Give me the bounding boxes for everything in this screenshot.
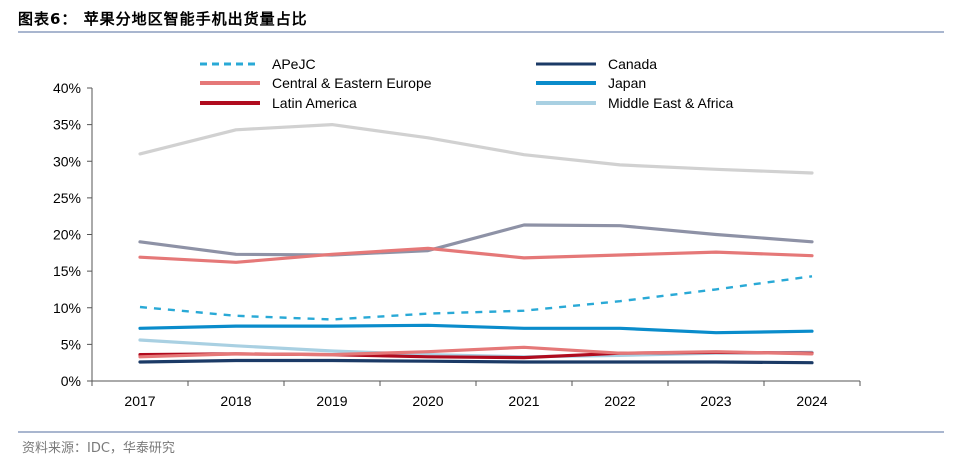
y-tick-label: 35% xyxy=(53,117,81,133)
legend-swatch-canada xyxy=(536,62,596,66)
series-line-central-eastern-europe xyxy=(138,246,814,264)
series-line-unlabeled-1 xyxy=(138,223,814,257)
y-tick-label: 15% xyxy=(53,263,81,279)
chart-legend: APeJC Canada Central & Eastern Europe Ja… xyxy=(0,0,960,120)
title-divider xyxy=(18,31,944,33)
x-tick-label: 2017 xyxy=(124,393,155,409)
y-tick-label: 10% xyxy=(53,300,81,316)
x-tick-label: 2021 xyxy=(508,393,539,409)
figure-title: 图表6： 苹果分地区智能手机出货量占比 xyxy=(18,10,308,28)
y-tick-label: 30% xyxy=(53,153,81,169)
legend-label-japan: Japan xyxy=(608,75,647,91)
legend-item-latin-america: Latin America xyxy=(200,95,357,111)
legend-swatch-latin-america xyxy=(200,101,260,105)
x-tick-label: 2019 xyxy=(316,393,347,409)
source-divider xyxy=(18,431,944,433)
y-tick-label: 20% xyxy=(53,227,81,243)
y-tick-label: 0% xyxy=(61,373,81,389)
legend-label-cee: Central & Eastern Europe xyxy=(272,75,432,91)
legend-item-canada: Canada xyxy=(536,56,657,72)
y-tick-label: 5% xyxy=(61,336,81,352)
series-line-apejc xyxy=(139,275,813,321)
line-chart: 0% 5% 10% 15% 20% 25% 30% 35% 40% 2017 2018 2019 202… xyxy=(53,80,861,409)
legend-swatch-cee xyxy=(200,81,260,85)
series-line-japan xyxy=(138,323,814,335)
y-tick-label: 40% xyxy=(53,80,81,96)
x-tick-label: 2023 xyxy=(700,393,731,409)
legend-label-canada: Canada xyxy=(608,56,658,72)
x-tick-label: 2018 xyxy=(220,393,251,409)
legend-item-cee: Central & Eastern Europe xyxy=(200,75,432,91)
x-tick-label: 2022 xyxy=(604,393,635,409)
legend-item-apejc: APeJC xyxy=(200,56,316,72)
series-line-canada xyxy=(138,358,814,365)
source-note: 资料来源：IDC，华泰研究 xyxy=(22,441,175,456)
legend-item-mea: Middle East & Africa xyxy=(536,95,733,111)
legend-label-apejc: APeJC xyxy=(272,56,316,72)
series-line-unlabeled-7 xyxy=(138,345,814,359)
legend-label-latin-america: Latin America xyxy=(272,95,357,111)
legend-swatch-japan xyxy=(536,81,596,85)
series-line-unlabeled-0 xyxy=(138,122,814,175)
x-tick-label: 2024 xyxy=(796,393,827,409)
x-tick-label: 2020 xyxy=(412,393,443,409)
legend-swatch-apejc xyxy=(200,62,260,66)
legend-label-mea: Middle East & Africa xyxy=(608,95,734,111)
y-tick-label: 25% xyxy=(53,190,81,206)
legend-swatch-mea xyxy=(536,101,596,105)
legend-item-japan: Japan xyxy=(536,75,646,91)
